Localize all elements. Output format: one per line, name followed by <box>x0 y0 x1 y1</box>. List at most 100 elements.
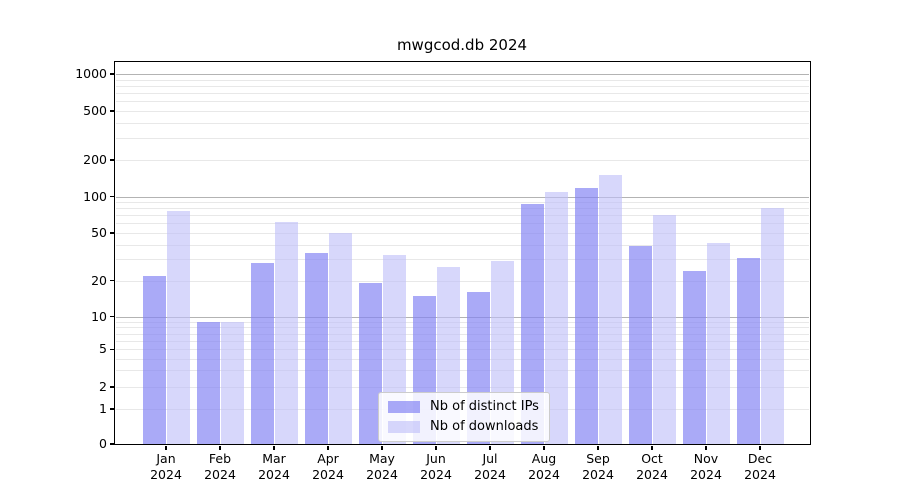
x-tick-label: Dec 2024 <box>744 451 776 482</box>
x-tick-label: Jun 2024 <box>420 451 452 482</box>
bar-distinct-ips <box>737 257 760 444</box>
x-tick-mark <box>651 445 653 450</box>
gridline-major <box>116 196 809 198</box>
gridline-minor <box>116 93 809 94</box>
gridline-minor <box>116 215 809 217</box>
bar-downloads <box>707 243 730 444</box>
bar-distinct-ips <box>359 283 382 444</box>
legend: Nb of distinct IPs Nb of downloads <box>378 392 550 442</box>
bar-downloads <box>167 211 190 444</box>
bar-distinct-ips <box>143 275 166 444</box>
x-tick-label: Mar 2024 <box>258 451 290 482</box>
legend-swatch-downloads <box>388 420 420 433</box>
gridline-minor <box>116 370 809 372</box>
gridline-minor <box>116 327 809 329</box>
y-tick-label: 20 <box>91 272 107 288</box>
gridline-minor <box>116 223 809 225</box>
gridline-minor <box>116 349 809 351</box>
x-tick-mark <box>759 445 761 450</box>
bar-downloads <box>329 232 352 444</box>
bar-distinct-ips <box>575 187 598 444</box>
y-tick-mark <box>110 232 114 234</box>
gridline-minor <box>116 232 809 234</box>
legend-swatch-distinct-ips <box>388 400 420 413</box>
bar-downloads <box>275 221 298 444</box>
y-tick-label: 5 <box>99 341 107 357</box>
bar-distinct-ips <box>521 204 544 444</box>
x-tick-mark <box>705 445 707 450</box>
y-tick-label: 50 <box>91 224 107 240</box>
x-tick-mark <box>489 445 491 450</box>
gridline-minor <box>116 387 809 388</box>
bar-downloads <box>599 175 622 444</box>
x-tick-label: Oct 2024 <box>636 451 668 482</box>
gridline-minor <box>116 159 809 161</box>
bar-distinct-ips <box>629 245 652 444</box>
gridline-minor <box>116 280 809 282</box>
gridline-minor <box>116 122 809 124</box>
y-tick-mark <box>110 348 114 351</box>
y-tick-mark <box>110 315 114 318</box>
x-tick-label: Sep 2024 <box>582 451 614 482</box>
bar-distinct-ips <box>683 271 706 444</box>
bar-distinct-ips <box>305 252 328 444</box>
bar-downloads <box>221 321 244 444</box>
legend-item-distinct-ips: Nb of distinct IPs <box>388 399 539 414</box>
x-tick-mark <box>435 445 437 450</box>
gridline-minor <box>116 340 809 342</box>
y-tick-mark <box>110 386 114 388</box>
y-tick-label: 100 <box>83 188 107 204</box>
y-tick-label: 1 <box>99 401 107 416</box>
gridline-minor <box>116 358 809 360</box>
gridline-minor <box>116 110 809 112</box>
y-tick-mark <box>110 443 114 445</box>
y-tick-label: 0 <box>99 436 107 451</box>
gridline-minor <box>116 244 809 246</box>
y-tick-label: 2 <box>99 379 107 394</box>
x-tick-label: Aug 2024 <box>528 451 560 482</box>
x-tick-mark <box>543 445 545 450</box>
bar-distinct-ips <box>251 263 274 444</box>
chart-title: mwgcod.db 2024 <box>396 36 528 54</box>
gridline-major <box>116 316 809 318</box>
x-tick-label: Jan 2024 <box>150 451 182 482</box>
gridline-minor <box>116 208 809 210</box>
gridline-minor <box>116 259 809 261</box>
y-tick-label: 1000 <box>75 66 107 81</box>
bar-distinct-ips <box>197 321 220 444</box>
bar-downloads <box>653 215 676 444</box>
bar-downloads <box>761 208 784 444</box>
legend-label-downloads: Nb of downloads <box>430 419 539 434</box>
gridline-minor <box>116 101 809 103</box>
y-tick-label: 200 <box>83 151 107 167</box>
gridline-minor <box>116 321 809 323</box>
x-tick-label: Nov 2024 <box>690 451 722 482</box>
y-tick-mark <box>110 279 114 282</box>
gridline-minor <box>116 138 809 140</box>
x-tick-mark <box>381 445 383 450</box>
x-tick-mark <box>165 445 167 450</box>
y-tick-label: 10 <box>91 308 107 324</box>
x-tick-mark <box>273 445 275 450</box>
y-tick-mark <box>110 408 114 410</box>
y-tick-mark <box>110 110 114 112</box>
gridline-minor <box>116 79 809 81</box>
x-tick-label: May 2024 <box>366 451 398 482</box>
gridline-minor <box>116 85 809 87</box>
legend-item-downloads: Nb of downloads <box>388 419 539 434</box>
x-tick-label: Apr 2024 <box>312 451 344 482</box>
gridline-minor <box>116 333 809 335</box>
y-tick-mark <box>110 73 114 75</box>
gridline-major <box>116 74 809 75</box>
x-tick-mark <box>327 445 329 450</box>
gridline-minor <box>116 202 809 204</box>
x-tick-label: Jul 2024 <box>474 451 506 482</box>
legend-label-distinct-ips: Nb of distinct IPs <box>430 399 539 414</box>
x-tick-label: Feb 2024 <box>204 451 236 482</box>
y-tick-mark <box>110 159 114 161</box>
y-tick-label: 500 <box>83 102 107 118</box>
bar-downloads <box>545 191 568 444</box>
x-tick-mark <box>219 445 221 450</box>
y-tick-mark <box>110 195 114 198</box>
